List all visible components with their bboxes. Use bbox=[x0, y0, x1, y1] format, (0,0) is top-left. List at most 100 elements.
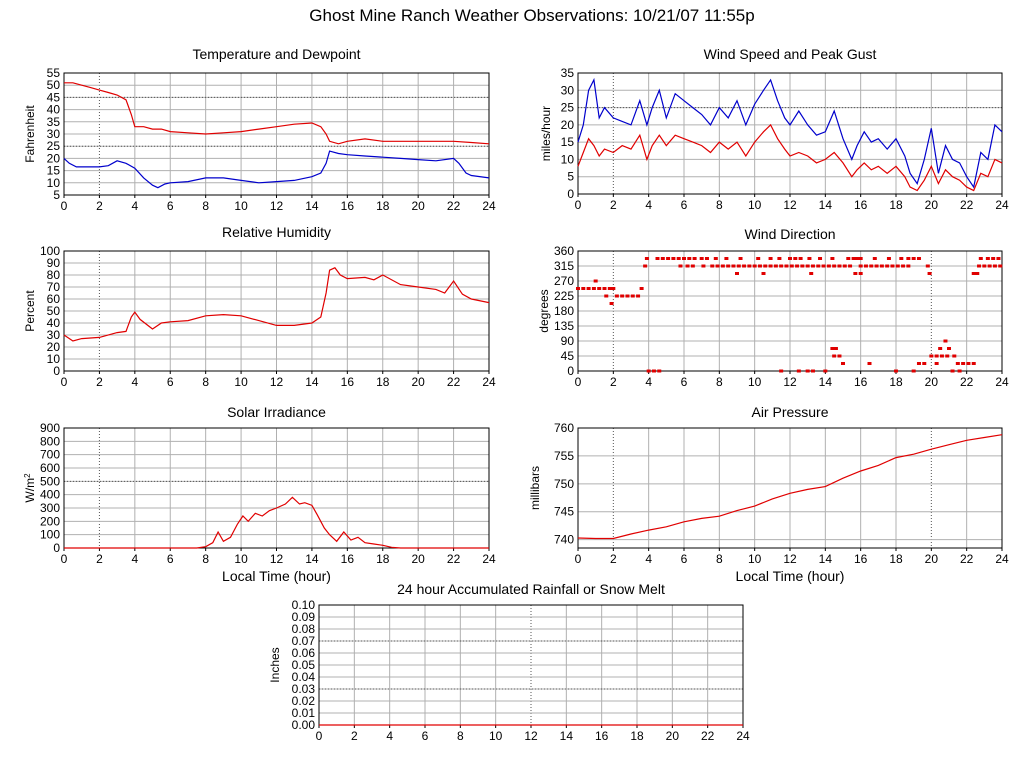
data-point bbox=[742, 264, 747, 268]
y-tick-label: 50 bbox=[47, 304, 61, 318]
chart-title: Temperature and Dewpoint bbox=[192, 46, 360, 62]
data-point bbox=[945, 354, 950, 358]
data-point bbox=[747, 264, 752, 268]
data-point bbox=[982, 264, 987, 268]
chart-title: Air Pressure bbox=[751, 404, 828, 420]
data-point bbox=[996, 257, 1001, 260]
x-tick-label: 2 bbox=[351, 729, 358, 743]
data-point bbox=[576, 287, 580, 290]
x-tick-label: 12 bbox=[270, 199, 284, 213]
y-tick-label: 0.09 bbox=[292, 610, 316, 624]
data-point bbox=[779, 369, 784, 373]
y-tick-label: 90 bbox=[47, 256, 61, 270]
y-tick-label: 0.06 bbox=[292, 646, 316, 660]
x-tick-label: 14 bbox=[305, 199, 319, 213]
x-tick-label: 0 bbox=[575, 552, 582, 566]
x-tick-label: 14 bbox=[819, 375, 833, 389]
y-axis-label: W/m2 bbox=[23, 473, 38, 503]
x-tick-label: 4 bbox=[131, 199, 138, 213]
x-tick-label: 22 bbox=[960, 552, 974, 566]
x-tick-label: 20 bbox=[411, 375, 425, 389]
data-point bbox=[625, 294, 630, 298]
data-point bbox=[961, 362, 966, 365]
y-tick-label: 20 bbox=[561, 118, 575, 132]
x-tick-label: 24 bbox=[995, 198, 1009, 212]
data-point bbox=[701, 264, 706, 268]
x-tick-label: 4 bbox=[131, 552, 138, 566]
y-tick-label: 760 bbox=[554, 421, 574, 435]
x-tick-label: 22 bbox=[447, 552, 461, 566]
y-tick-label: 10 bbox=[47, 352, 61, 366]
y-tick-label: 900 bbox=[40, 421, 60, 435]
x-tick-label: 8 bbox=[716, 375, 723, 389]
y-tick-label: 80 bbox=[47, 268, 61, 282]
data-point bbox=[823, 369, 828, 373]
y-tick-label: 55 bbox=[47, 66, 61, 80]
data-point bbox=[738, 257, 743, 260]
y-tick-label: 45 bbox=[47, 90, 61, 104]
data-point bbox=[784, 264, 789, 268]
x-tick-label: 8 bbox=[716, 198, 723, 212]
y-axis-label-superscript: 2 bbox=[23, 473, 32, 478]
data-point bbox=[704, 257, 709, 260]
x-axis-label: Local Time (hour) bbox=[222, 568, 331, 584]
data-point bbox=[682, 257, 686, 260]
data-point bbox=[971, 272, 976, 275]
x-tick-label: 6 bbox=[681, 375, 688, 389]
y-tick-label: 40 bbox=[47, 103, 61, 117]
x-tick-label: 6 bbox=[681, 552, 688, 566]
data-point bbox=[842, 264, 847, 268]
data-point bbox=[837, 354, 842, 358]
data-point bbox=[938, 347, 943, 350]
series-line-1 bbox=[64, 82, 490, 145]
y-tick-label: 50 bbox=[47, 78, 61, 92]
x-tick-label: 0 bbox=[61, 199, 68, 213]
x-tick-label: 10 bbox=[748, 375, 762, 389]
y-tick-label: 10 bbox=[47, 176, 61, 190]
x-tick-label: 16 bbox=[341, 199, 355, 213]
data-point bbox=[987, 264, 992, 268]
data-point bbox=[998, 264, 1003, 268]
data-point bbox=[788, 257, 792, 260]
y-tick-label: 750 bbox=[554, 477, 574, 491]
data-point bbox=[687, 257, 692, 260]
data-point bbox=[985, 257, 990, 260]
x-tick-label: 4 bbox=[645, 198, 652, 212]
data-point bbox=[922, 362, 927, 365]
data-point bbox=[966, 362, 971, 365]
x-tick-label: 24 bbox=[995, 552, 1009, 566]
x-tick-label: 2 bbox=[610, 552, 617, 566]
data-point bbox=[816, 264, 821, 268]
data-point bbox=[947, 347, 951, 350]
x-tick-label: 10 bbox=[234, 199, 248, 213]
data-point bbox=[761, 272, 766, 275]
data-point bbox=[736, 264, 741, 268]
data-point bbox=[773, 264, 778, 268]
x-tick-label: 4 bbox=[645, 552, 652, 566]
data-point bbox=[604, 294, 609, 298]
data-point bbox=[692, 257, 697, 260]
data-point bbox=[607, 287, 612, 290]
data-point bbox=[768, 257, 773, 260]
series-line-2 bbox=[63, 150, 490, 189]
y-tick-label: 0.08 bbox=[292, 622, 316, 636]
data-point bbox=[726, 264, 731, 268]
data-point bbox=[851, 257, 856, 260]
x-tick-label: 8 bbox=[716, 552, 723, 566]
data-point bbox=[752, 264, 757, 268]
y-tick-label: 20 bbox=[47, 340, 61, 354]
x-tick-label: 4 bbox=[131, 375, 138, 389]
data-point bbox=[853, 272, 858, 275]
data-point bbox=[841, 362, 845, 365]
y-tick-label: 30 bbox=[47, 328, 61, 342]
x-tick-label: 12 bbox=[270, 375, 284, 389]
data-point bbox=[807, 257, 812, 260]
data-point bbox=[620, 294, 625, 298]
x-tick-label: 2 bbox=[610, 198, 617, 212]
data-point bbox=[901, 264, 906, 268]
x-axis-label: Local Time (hour) bbox=[736, 568, 845, 584]
y-tick-label: 15 bbox=[47, 164, 61, 178]
data-point bbox=[800, 264, 805, 268]
x-tick-label: 20 bbox=[666, 729, 680, 743]
